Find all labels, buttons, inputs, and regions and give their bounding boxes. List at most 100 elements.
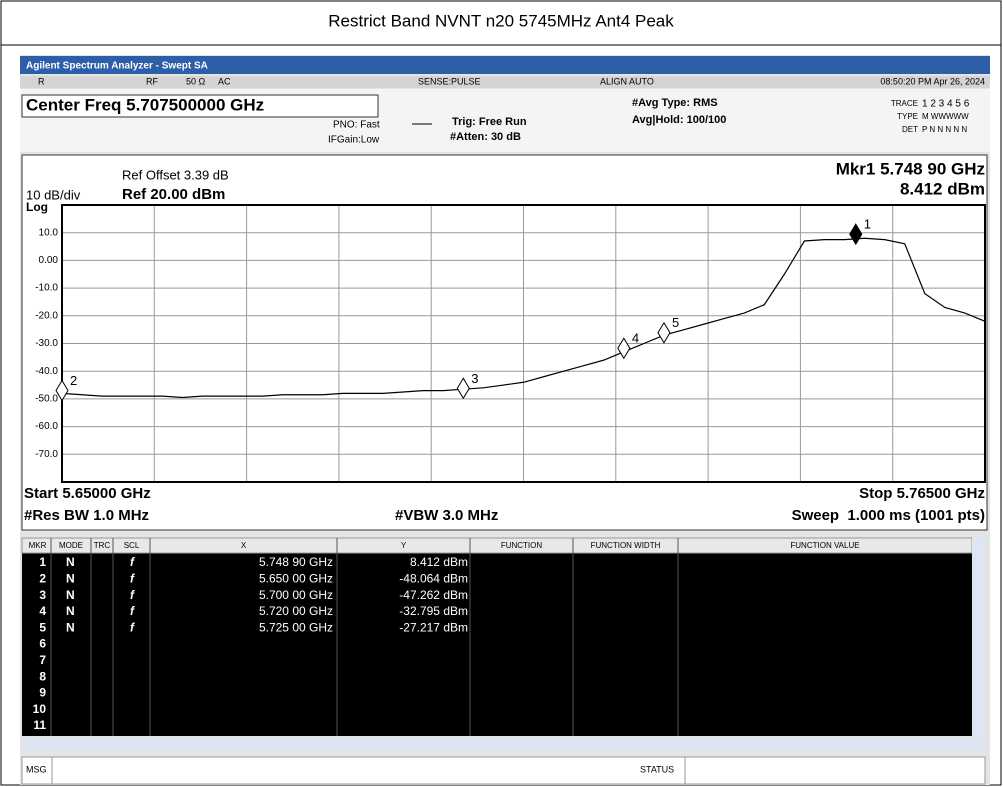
trace-nums: 1 2 3 4 5 6: [922, 99, 970, 110]
cell: 7: [39, 653, 46, 667]
cell: f: [130, 588, 135, 602]
marker-label: 1: [864, 217, 871, 232]
cell: 5.748 90 GHz: [259, 555, 333, 569]
trig: Trig: Free Run: [452, 116, 527, 128]
marker: [657, 321, 671, 344]
cell: f: [130, 571, 135, 585]
rf: RF: [146, 76, 158, 86]
cell: 5.700 00 GHz: [259, 588, 333, 602]
status-row: [20, 76, 990, 88]
cell: N: [66, 620, 75, 634]
column-header: SCL: [124, 541, 140, 550]
center-freq: Center Freq 5.707500000 GHz: [26, 95, 264, 114]
cell: 5.720 00 GHz: [259, 604, 333, 618]
marker-table: [22, 538, 972, 736]
impedance: 50 Ω: [186, 76, 206, 86]
column-header: MODE: [59, 541, 83, 550]
avg-type: #Avg Type: RMS: [632, 97, 718, 109]
align: ALIGN AUTO: [600, 76, 654, 86]
stop: Stop 5.76500 GHz: [859, 485, 985, 502]
trace-label: TRACE: [891, 99, 918, 108]
scale: 10 dB/div: [26, 187, 81, 202]
cell: -47.262 dBm: [399, 588, 468, 602]
type-label: TYPE: [897, 112, 918, 121]
trace: [61, 237, 986, 399]
y-tick-label: -20.0: [35, 310, 58, 321]
marker-label: 4: [632, 331, 639, 346]
cell: 6: [39, 637, 46, 651]
sweep: Sweep 1.000 ms (1001 pts): [792, 507, 985, 524]
y-tick-label: -60.0: [35, 421, 58, 432]
marker: [849, 223, 863, 246]
msg: MSG: [26, 764, 47, 774]
h-scrollbar[interactable]: [22, 738, 985, 751]
mode: R: [38, 76, 45, 86]
cell: 2: [39, 571, 46, 585]
marker-readout-value: 8.412 dBm: [900, 179, 985, 198]
y-tick-label: 10.0: [39, 227, 59, 238]
plot-border: [61, 204, 986, 483]
ref-level: Ref 20.00 dBm: [122, 186, 225, 203]
ifgain: IFGain:Low: [328, 135, 380, 146]
cell: 11: [33, 718, 46, 732]
type-vals: M WWWWW: [922, 112, 969, 121]
rbw: #Res BW 1.0 MHz: [24, 507, 149, 524]
y-tick-label: -30.0: [35, 338, 58, 349]
plot-frame: [21, 154, 988, 531]
sense: SENSE:PULSE: [418, 76, 481, 86]
cell: 9: [39, 686, 46, 700]
column-header: FUNCTION: [501, 541, 543, 550]
trace-info: TRACE 1 2 3 4 5 6 TYPE M WWWWW DET P N N…: [891, 99, 970, 134]
column-header: FUNCTION WIDTH: [591, 541, 661, 550]
marker: [617, 337, 631, 360]
marker-label: 3: [471, 371, 478, 386]
column-header: X: [241, 541, 247, 550]
column-header: Y: [401, 541, 407, 550]
marker-readout: Mkr1 5.748 90 GHz: [836, 159, 985, 178]
cell: 8: [39, 669, 46, 683]
y-tick-label: -40.0: [35, 366, 58, 377]
marker: [55, 379, 69, 402]
start: Start 5.65000 GHz: [24, 485, 151, 502]
cell: f: [130, 555, 135, 569]
cell: f: [130, 604, 135, 618]
cell: f: [130, 620, 135, 634]
column-header: FUNCTION VALUE: [790, 541, 859, 550]
center-box: [21, 94, 379, 118]
time: 08:50:20 PM Apr 26, 2024: [880, 76, 985, 86]
ref-offset: Ref Offset 3.39 dB: [122, 167, 229, 182]
column-header: MKR: [29, 541, 47, 550]
vbw: #VBW 3.0 MHz: [395, 507, 498, 524]
det-vals: P N N N N N: [922, 125, 967, 134]
cell: 5: [39, 620, 46, 634]
atten: #Atten: 30 dB: [450, 131, 521, 143]
status-texts: R RF 50 Ω AC SENSE:PULSE ALIGN AUTO 08:5…: [38, 76, 985, 86]
cell: -32.795 dBm: [399, 604, 468, 618]
status: STATUS: [640, 764, 674, 774]
y-tick-label: -50.0: [35, 394, 58, 405]
y-tick-label: -10.0: [35, 283, 58, 294]
cell: -27.217 dBm: [399, 620, 468, 634]
log: Log: [26, 200, 48, 214]
cell: 10: [33, 702, 47, 716]
y-tick-label: -70.0: [35, 449, 58, 460]
cell: 3: [39, 588, 46, 602]
cell: N: [66, 571, 75, 585]
cell: 5.650 00 GHz: [259, 571, 333, 585]
det-label: DET: [902, 125, 918, 134]
cell: 8.412 dBm: [410, 555, 468, 569]
avg-hold: Avg|Hold: 100/100: [632, 114, 726, 126]
pno: PNO: Fast: [333, 120, 380, 131]
column-header: TRC: [94, 541, 111, 550]
cell: 5.725 00 GHz: [259, 620, 333, 634]
cell: -48.064 dBm: [399, 571, 468, 585]
page-title: Restrict Band NVNT n20 5745MHz Ant4 Peak: [328, 11, 674, 30]
cell: N: [66, 555, 75, 569]
marker-label: 5: [672, 315, 679, 330]
v-scrollbar[interactable]: [972, 538, 985, 736]
marker-label: 2: [70, 373, 77, 388]
cell: N: [66, 588, 75, 602]
marker: [456, 377, 470, 400]
cell: N: [66, 604, 75, 618]
